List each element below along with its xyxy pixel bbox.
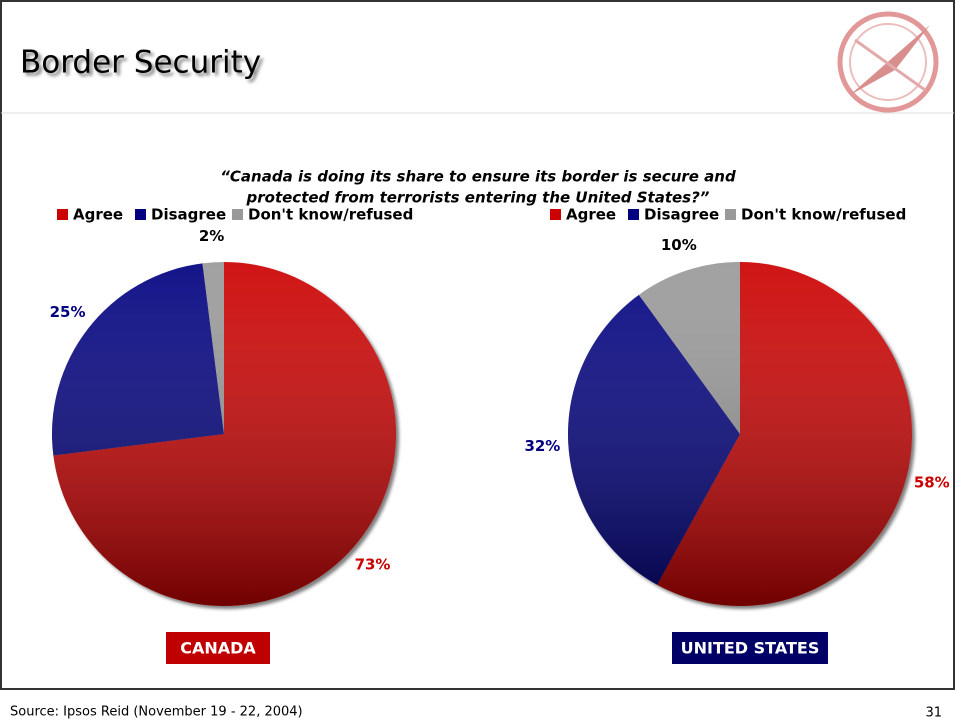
- slide-frame: [0, 0, 955, 690]
- value-label: 32%: [524, 437, 560, 455]
- legend-label: Disagree: [151, 206, 226, 224]
- legend-label: Agree: [566, 206, 616, 224]
- chart-title-box: [166, 632, 270, 664]
- legend-label: Don't know/refused: [248, 206, 413, 224]
- legend-swatch: [57, 209, 68, 220]
- page-number: 31: [925, 706, 942, 721]
- legend-label: Disagree: [644, 206, 719, 224]
- compass-logo: [837, 11, 939, 113]
- pie-slice: [52, 263, 225, 456]
- pie: [568, 262, 913, 607]
- legend-swatch: [232, 209, 243, 220]
- value-label: 25%: [50, 303, 86, 321]
- subtitle-line: protected from terrorists entering the U…: [246, 189, 710, 207]
- pie: [52, 262, 397, 606]
- value-label: 73%: [355, 555, 391, 573]
- chart-title-box: [672, 632, 828, 664]
- source: Source: Ipsos Reid (November 19 - 22, 20…: [10, 705, 303, 720]
- legend-swatch: [725, 209, 736, 220]
- legend-label: Agree: [73, 206, 123, 224]
- legend-label: Don't know/refused: [741, 206, 906, 224]
- legend-swatch: [550, 209, 561, 220]
- chart-title: CANADA: [180, 639, 256, 658]
- legend-swatch: [628, 209, 639, 220]
- legend-swatch: [135, 209, 146, 220]
- subtitle-line: “Canada is doing its share to ensure its…: [220, 168, 736, 186]
- value-label: 2%: [199, 227, 224, 245]
- chart-title: UNITED STATES: [681, 639, 820, 658]
- value-label: 10%: [661, 236, 697, 254]
- value-label: 58%: [914, 474, 950, 492]
- slide-title: Border Security: [20, 45, 261, 81]
